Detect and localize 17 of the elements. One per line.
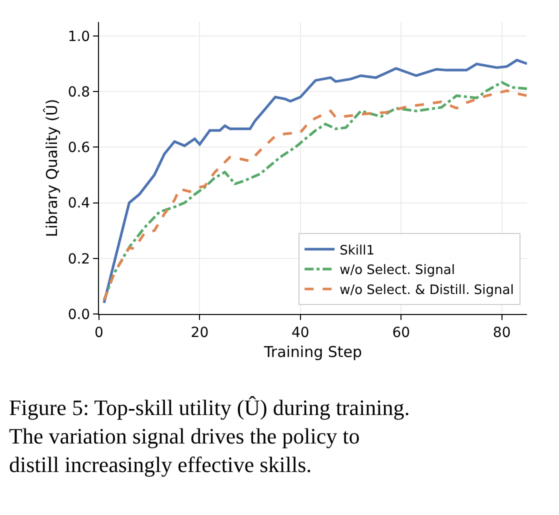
x-tick-label: 0 (94, 324, 104, 341)
legend-label: w/o Select. Signal (340, 263, 455, 278)
x-tick-label: 80 (492, 324, 511, 341)
legend-label: w/o Select. & Distill. Signal (340, 283, 514, 298)
y-tick-label: 0.2 (68, 251, 90, 268)
x-axis-title: Training Step (262, 342, 362, 361)
y-axis-title: Library Quality (Û) (43, 98, 62, 238)
caption: Figure 5: Top-skill utility (Û) during training. The variation signal drives the policy to distill increasingly effective skills. (9, 395, 410, 478)
y-tick-label: 1.0 (68, 28, 90, 45)
y-tick-label: 0.4 (68, 196, 90, 212)
x-tick-label: 60 (392, 324, 410, 341)
y-tick-label: 0.6 (68, 140, 90, 156)
x-tick-label: 20 (190, 324, 209, 341)
y-tick-label: 0.0 (68, 306, 90, 323)
x-tick-label: 40 (291, 324, 310, 341)
y-tick-label: 0.8 (68, 84, 90, 100)
legend-label: Skill1 (340, 243, 374, 258)
